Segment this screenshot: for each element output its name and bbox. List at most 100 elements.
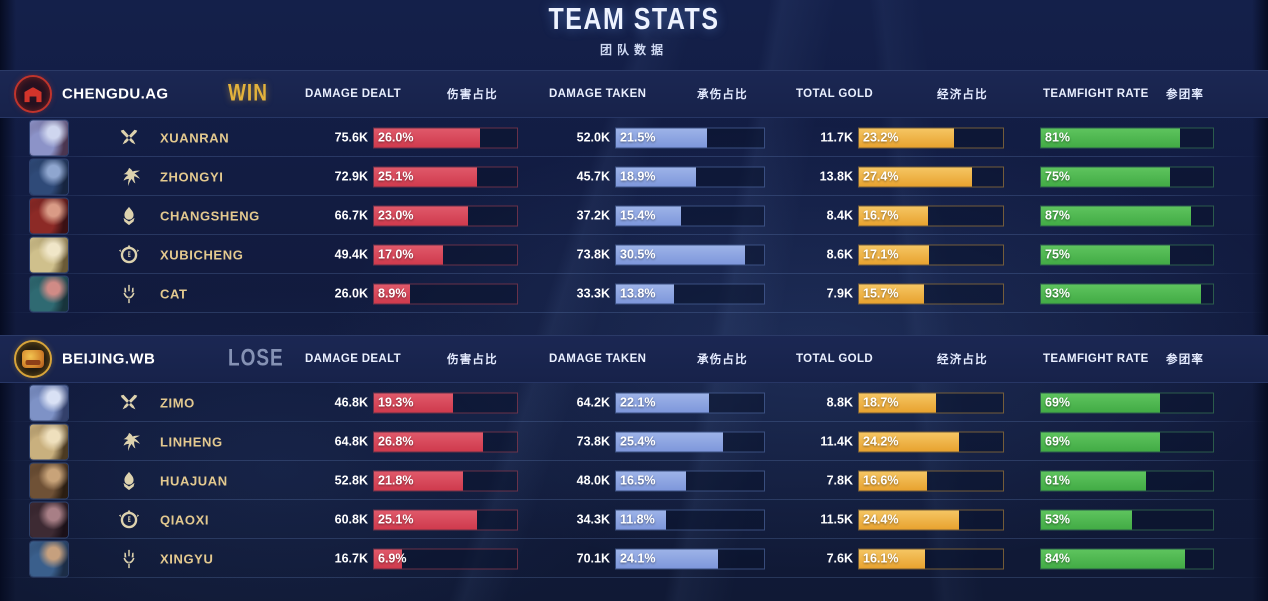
metric-bar-fill [859,471,928,490]
champion-portrait-image [30,120,68,155]
metric-teamfight: 75% [1040,244,1214,265]
metric-value: 60.8K [334,512,368,527]
metric-percent: 19.3% [378,395,414,410]
column-header-damage-taken-cn: 承伤占比 [697,89,748,101]
player-row[interactable]: XUANRAN 75.6K 26.0% 52.0K 21.5% 11.7K 23.2% 81% [0,118,1268,157]
metric-percent: 75% [1045,247,1071,262]
metric-bar-fill [1041,471,1146,490]
metric-value: 7.6K [826,551,853,566]
metric-percent: 69% [1045,434,1071,449]
left-edge-shadow [0,0,16,601]
metric-percent: 23.2% [863,130,899,145]
metric-bar-track: 84% [1040,548,1214,569]
row-divider [0,312,1268,313]
metric-bar-fill [374,206,468,225]
metric-value: 37.2K [576,208,610,223]
metric-value: 52.0K [576,130,610,145]
metric-teamfight: 75% [1040,166,1214,187]
metric-bar-fill [859,549,926,568]
metric-bar-track: 69% [1040,431,1214,452]
metric-percent: 24.2% [863,434,899,449]
avatar [30,276,68,311]
leaf-icon [118,166,140,188]
metric-total-gold: 7.6K 16.1% [827,548,1004,569]
coin-crest-icon [118,244,140,266]
avatar [30,159,68,194]
metric-bar-track: 25.1% [373,166,518,187]
metric-bar-track: 75% [1040,166,1214,187]
player-row[interactable]: QIAOXI 60.8K 25.1% 34.3K 11.8% 11.5K 24.4% 53% [0,500,1268,539]
metric-bar-track: 11.8% [615,509,765,530]
player-name: ZHONGYI [160,169,224,184]
metric-damage-dealt: 75.6K 26.0% [335,127,518,148]
column-header-teamfight-cn: 参团率 [1166,354,1205,366]
metric-bar-fill [859,393,936,412]
match-result-badge: WIN [228,80,268,107]
metric-teamfight: 84% [1040,548,1214,569]
metric-bar-fill [616,206,682,225]
metric-value: 66.7K [334,208,368,223]
metric-bar-fill [374,471,464,490]
metric-percent: 8.9% [378,286,407,301]
metric-bar-fill [859,167,972,186]
column-header-total-gold: TOTAL GOLD [796,353,873,365]
metric-percent: 26.0% [378,130,414,145]
row-divider [0,273,1268,274]
metric-percent: 16.5% [620,473,656,488]
metric-bar-track: 13.8% [615,283,765,304]
row-divider [0,460,1268,461]
row-divider [0,499,1268,500]
metric-bar-fill [374,167,477,186]
metric-value: 75.6K [334,130,368,145]
metric-damage-taken: 64.2K 22.1% [577,392,765,413]
champion-portrait-image [30,159,68,194]
metric-percent: 61% [1045,473,1071,488]
metric-bar-track: 69% [1040,392,1214,413]
metric-damage-taken: 45.7K 18.9% [577,166,765,187]
player-name: QIAOXI [160,512,210,527]
metric-percent: 69% [1045,395,1071,410]
metric-percent: 25.1% [378,169,414,184]
row-divider [0,538,1268,539]
metric-percent: 18.7% [863,395,899,410]
champion-portrait-image [30,463,68,498]
row-divider [0,577,1268,578]
metric-value: 7.8K [826,473,853,488]
metric-percent: 15.7% [863,286,899,301]
metric-bar-fill [616,128,707,147]
player-row[interactable]: LINHENG 64.8K 26.8% 73.8K 25.4% 11.4K 24.2% 69% [0,422,1268,461]
player-row[interactable]: CHANGSHENG 66.7K 23.0% 37.2K 15.4% 8.4K 16.7% 8… [0,196,1268,235]
metric-value: 8.4K [826,208,853,223]
metric-bar-track: 16.6% [858,470,1004,491]
player-name: XINGYU [160,551,214,566]
player-row[interactable]: CAT 26.0K 8.9% 33.3K 13.8% 7.9K 15.7% 93% [0,274,1268,313]
crossed-swords-icon [118,392,140,414]
player-row[interactable]: XUBICHENG 49.4K 17.0% 73.8K 30.5% 8.6K 17.1% 75… [0,235,1268,274]
metric-bar-track: 16.1% [858,548,1004,569]
metric-bar-track: 18.7% [858,392,1004,413]
champion-portrait-image [30,502,68,537]
header: TEAM STATS 团队数据 [0,2,1268,58]
player-row[interactable]: XINGYU 16.7K 6.9% 70.1K 24.1% 7.6K 16.1% 84% [0,539,1268,578]
player-row[interactable]: HUAJUAN 52.8K 21.8% 48.0K 16.5% 7.8K 16.6% 61% [0,461,1268,500]
metric-bar-fill [1041,549,1186,568]
metric-value: 49.4K [334,247,368,262]
metric-percent: 22.1% [620,395,656,410]
team-header-2: BEIJING.WB LOSE DAMAGE DEALT 伤害占比 DAMAGE TAK… [0,335,1268,383]
metric-bar-fill [859,284,924,303]
column-header-teamfight-cn: 参团率 [1166,89,1205,101]
metric-value: 64.8K [334,434,368,449]
metric-damage-taken: 73.8K 30.5% [577,244,765,265]
metric-bar-track: 24.2% [858,431,1004,452]
player-row[interactable]: ZIMO 46.8K 19.3% 64.2K 22.1% 8.8K 18.7% 69% [0,383,1268,422]
metric-bar-fill [616,549,718,568]
metric-bar-fill [1041,510,1133,529]
metric-damage-dealt: 49.4K 17.0% [335,244,518,265]
metric-value: 11.7K [820,130,853,145]
metric-value: 33.3K [576,286,610,301]
player-row[interactable]: ZHONGYI 72.9K 25.1% 45.7K 18.9% 13.8K 27.4% 75% [0,157,1268,196]
metric-bar-track: 30.5% [615,244,765,265]
metric-bar-track: 21.5% [615,127,765,148]
metric-percent: 25.4% [620,434,656,449]
metric-percent: 6.9% [378,551,407,566]
